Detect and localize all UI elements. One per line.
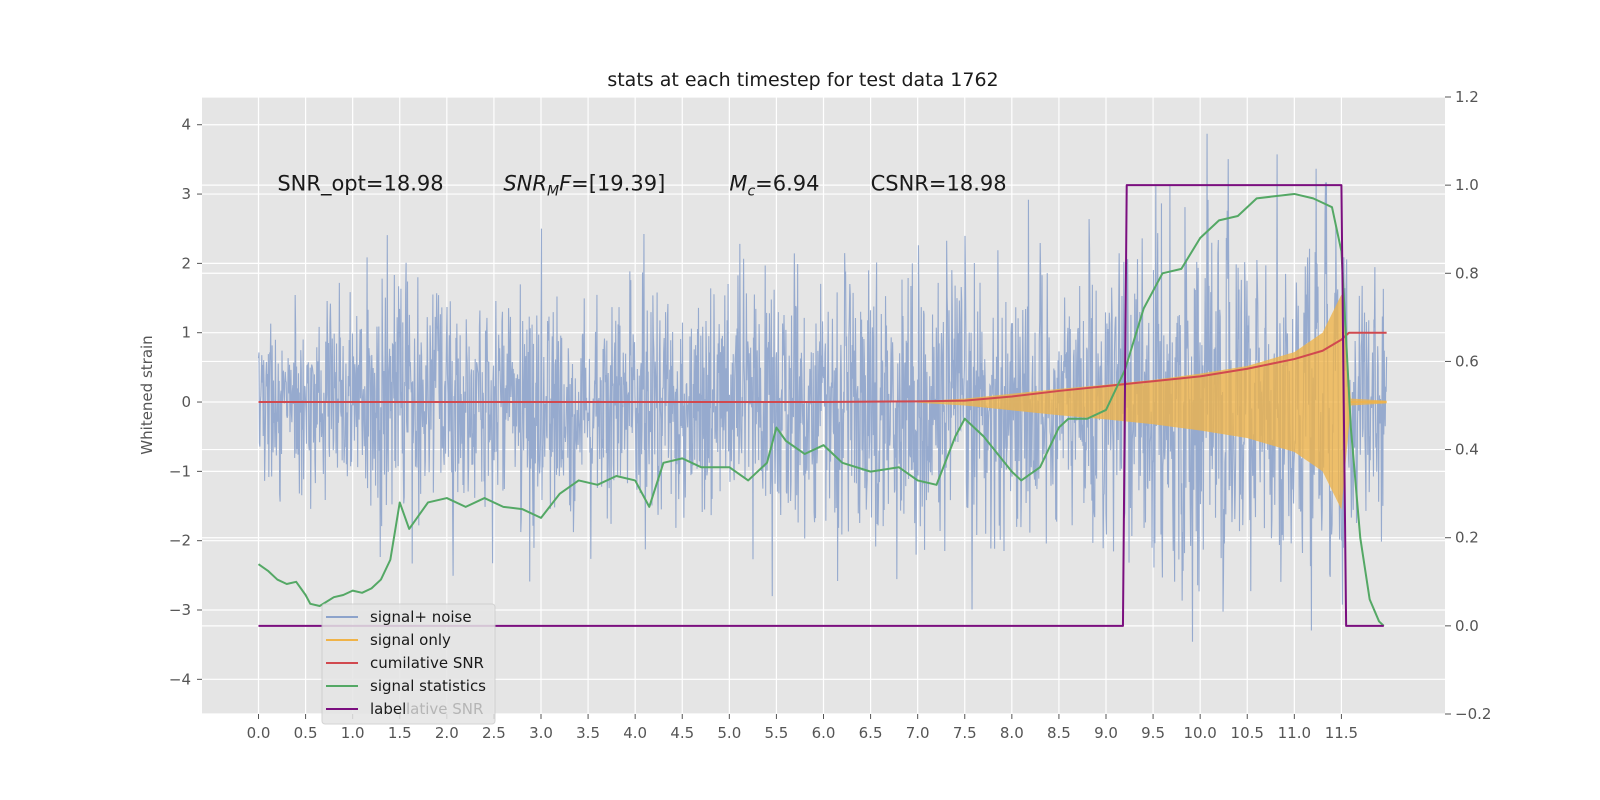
x-tick-label: 6.0 [812,724,836,742]
legend-label: label [370,700,406,718]
y-tick-label: 2 [181,254,191,272]
x-tick-label: 10.5 [1231,724,1264,742]
y-axis-label: Whitened strain [138,335,156,454]
cumulative-snr-line [258,331,1387,404]
x-tick-label: 4.0 [623,724,647,742]
x-tick-label: 3.5 [576,724,600,742]
x-tick-label: 5.0 [717,724,741,742]
y2-tick-label: −0.2 [1455,705,1491,723]
x-tick-label: 1.5 [388,724,412,742]
y2-tick-label: 1.0 [1455,176,1479,194]
x-tick-label: 9.0 [1094,724,1118,742]
x-tick-label: 2.0 [435,724,459,742]
signal-only-fill [917,294,1387,510]
legend-label: signal+ noise [370,608,472,626]
series-group [257,133,1388,642]
y2-tick-label: 1.2 [1455,88,1479,106]
y-tick-label: 1 [181,324,191,342]
x-tick-label: 5.5 [764,724,788,742]
y-tick-label: 3 [181,185,191,203]
annotation-math-rest: F=[19.39] [559,172,665,196]
x-tick-label: 10.0 [1183,724,1216,742]
y2-tick-label: 0.2 [1455,529,1479,547]
x-tick-label: 9.5 [1141,724,1165,742]
x-tick-label: 0.0 [247,724,271,742]
annotation-csnr: CSNR=18.98 [871,172,1007,196]
y-tick-label: −2 [169,532,191,550]
annotation-mc: Mc=6.94 [729,172,819,200]
annotation-math-subscript: M [547,184,559,200]
legend-ghost-text: lative SNR [406,700,483,718]
y-tick-label: −4 [169,670,191,688]
x-tick-label: 11.0 [1278,724,1311,742]
label-line [258,184,1384,627]
y2-tick-label: 0.0 [1455,617,1479,635]
y-tick-label: −1 [169,462,191,480]
x-tick-label: 6.5 [859,724,883,742]
annotation-math-base: M [729,172,747,196]
annotation-snr-opt: SNR_opt=18.98 [277,172,443,197]
y2-tick-label: 0.4 [1455,441,1479,459]
annotation-math-value: =[19.39] [571,172,665,196]
chart-title: stats at each timestep for test data 176… [607,69,998,91]
y-tick-label: 4 [181,116,191,134]
x-tick-label: 7.5 [953,724,977,742]
signal-statistics-line [257,192,1385,627]
x-tick-label: 0.5 [294,724,318,742]
x-tick-label: 1.0 [341,724,365,742]
legend-label: cumilative SNR [370,654,484,672]
y-tick-label: −3 [169,601,191,619]
legend: signal+ noise signal only cumilative SNR si… [321,603,496,725]
x-tick-label: 8.5 [1047,724,1071,742]
legend-label: signal only [370,631,451,649]
y2-tick-label: 0.8 [1455,264,1479,282]
signal-noise-line [257,133,1388,642]
y-tick-label: 0 [181,393,191,411]
annotation-math-rest: =6.94 [755,172,819,196]
x-tick-label: 2.5 [482,724,506,742]
x-tick-label: 3.0 [529,724,553,742]
annotation-math-italic: F [559,172,572,196]
x-tick-label: 7.0 [906,724,930,742]
x-tick-label: 4.5 [670,724,694,742]
annotation-snr-mf: SNRMF=[19.39] [503,172,665,200]
annotation-math-value: =6.94 [755,172,819,196]
x-tick-label: 11.5 [1325,724,1358,742]
x-tick-label: 8.0 [1000,724,1024,742]
y2-tick-label: 0.6 [1455,352,1479,370]
legend-label: signal statistics [370,677,486,695]
annotation-math-base: SNR [503,172,547,196]
annotation-math-subscript: c [747,184,755,200]
legend-box [321,603,496,725]
